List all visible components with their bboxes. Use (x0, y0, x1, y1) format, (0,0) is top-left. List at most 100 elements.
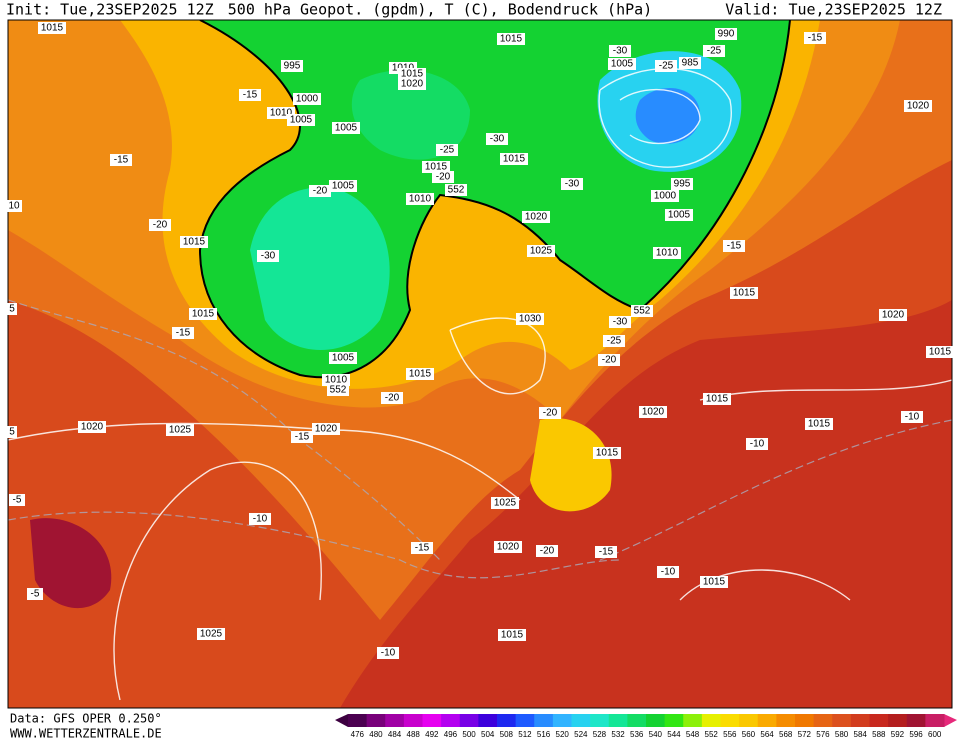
contour-label: 1015 (409, 369, 432, 380)
warm-core (30, 518, 112, 609)
label-box (312, 423, 340, 435)
colorbar-swatch (888, 714, 908, 727)
contour-label: -25 (659, 61, 674, 72)
colorbar-label: 512 (518, 730, 532, 739)
colorbar-label: 536 (630, 730, 644, 739)
colorbar-label: 496 (444, 730, 458, 739)
label-box (746, 438, 768, 450)
isobars (8, 67, 952, 701)
contour-label: 1015 (808, 419, 831, 430)
label-box (149, 219, 171, 231)
contour-label: 1005 (668, 210, 691, 221)
colorbar-swatch (422, 714, 442, 727)
colorbar-label: 556 (723, 730, 737, 739)
contour-label: -15 (808, 33, 823, 44)
contour-label: 1010 (325, 375, 348, 386)
label-box (657, 566, 679, 578)
contour-label: 1015 (703, 577, 726, 588)
contour-label: -10 (750, 439, 765, 450)
label-box (291, 431, 313, 443)
label-box (293, 93, 321, 105)
geopot-low (250, 187, 390, 350)
colorbar-label: 596 (909, 730, 923, 739)
label-box (665, 209, 693, 221)
label-box (6, 200, 22, 212)
colorbar-swatch (478, 714, 498, 727)
colorbar-swatch (664, 714, 684, 727)
colorbar-label: 520 (556, 730, 570, 739)
label-box (498, 629, 526, 641)
contour-label: -20 (313, 186, 328, 197)
contour-label: 1005 (332, 181, 355, 192)
contour-label: 1015 (41, 23, 64, 34)
label-box (78, 421, 106, 433)
contour-label: -20 (602, 355, 617, 366)
colorbar-swatch (515, 714, 535, 727)
colorbar-swatch (701, 714, 721, 727)
contour-label: 1015 (183, 237, 206, 248)
label-box (608, 58, 636, 70)
contour-label: 1020 (81, 422, 104, 433)
label-box (561, 178, 583, 190)
contour-label: -15 (243, 90, 258, 101)
colorbar-swatch (441, 714, 461, 727)
colorbar-label: 552 (705, 730, 719, 739)
contour-label: 1015 (401, 69, 424, 80)
label-box (381, 392, 403, 404)
contour-label: 1015 (500, 34, 523, 45)
label-box (166, 424, 194, 436)
label-box (497, 33, 525, 45)
colorbar-swatch (571, 714, 591, 727)
contour-label: -20 (540, 546, 555, 557)
colorbar-label: 476 (351, 730, 365, 739)
contour-label: -25 (440, 145, 455, 156)
label-box (730, 287, 758, 299)
label-box (522, 211, 550, 223)
contour-label: 10 (8, 201, 20, 212)
contour-label: 1025 (494, 498, 517, 509)
label-box (406, 368, 434, 380)
colorbar-label: 524 (574, 730, 588, 739)
contour-label: 1010 (656, 248, 679, 259)
colorbar-swatch (608, 714, 628, 727)
label-box (715, 28, 737, 40)
init-time: Init: Tue,23SEP2025 12Z (6, 1, 214, 19)
colorbar-label: 580 (835, 730, 849, 739)
label-box (671, 178, 693, 190)
label-box (703, 393, 731, 405)
colorbar-label: 584 (854, 730, 868, 739)
label-box (445, 184, 467, 196)
colorbar-label: 544 (667, 730, 681, 739)
data-source: Data: GFS OPER 0.250° (10, 712, 162, 726)
colorbar-label: 600 (928, 730, 942, 739)
label-box (516, 313, 544, 325)
label-box (287, 114, 315, 126)
colorbar-label: 560 (742, 730, 756, 739)
contour-label: -10 (253, 514, 268, 525)
label-box (804, 32, 826, 44)
colorbar-swatch (459, 714, 479, 727)
colorbar: 476 480 484 488 492 496 500 504 508 512 516 520 524 5… (335, 714, 957, 739)
label-box (38, 22, 66, 34)
label-box (398, 68, 426, 80)
label-box (327, 384, 349, 396)
label-box (539, 407, 561, 419)
colorbar-label: 568 (779, 730, 793, 739)
contour-label: 1015 (192, 309, 215, 320)
label-box (309, 185, 331, 197)
label-box (631, 305, 653, 317)
colorbar-swatch (348, 714, 368, 727)
colorbar-label: 500 (462, 730, 476, 739)
contour-label: 5 (9, 304, 15, 315)
label-box (723, 240, 745, 252)
contour-label: 1025 (530, 246, 553, 257)
colorbar-swatch (683, 714, 703, 727)
label-box (189, 308, 217, 320)
label-box (805, 418, 833, 430)
contour-label: -15 (727, 241, 742, 252)
contour-label: -15 (176, 328, 191, 339)
label-box (609, 45, 631, 57)
colorbar-swatch (627, 714, 647, 727)
label-box (527, 245, 555, 257)
label-box (197, 628, 225, 640)
